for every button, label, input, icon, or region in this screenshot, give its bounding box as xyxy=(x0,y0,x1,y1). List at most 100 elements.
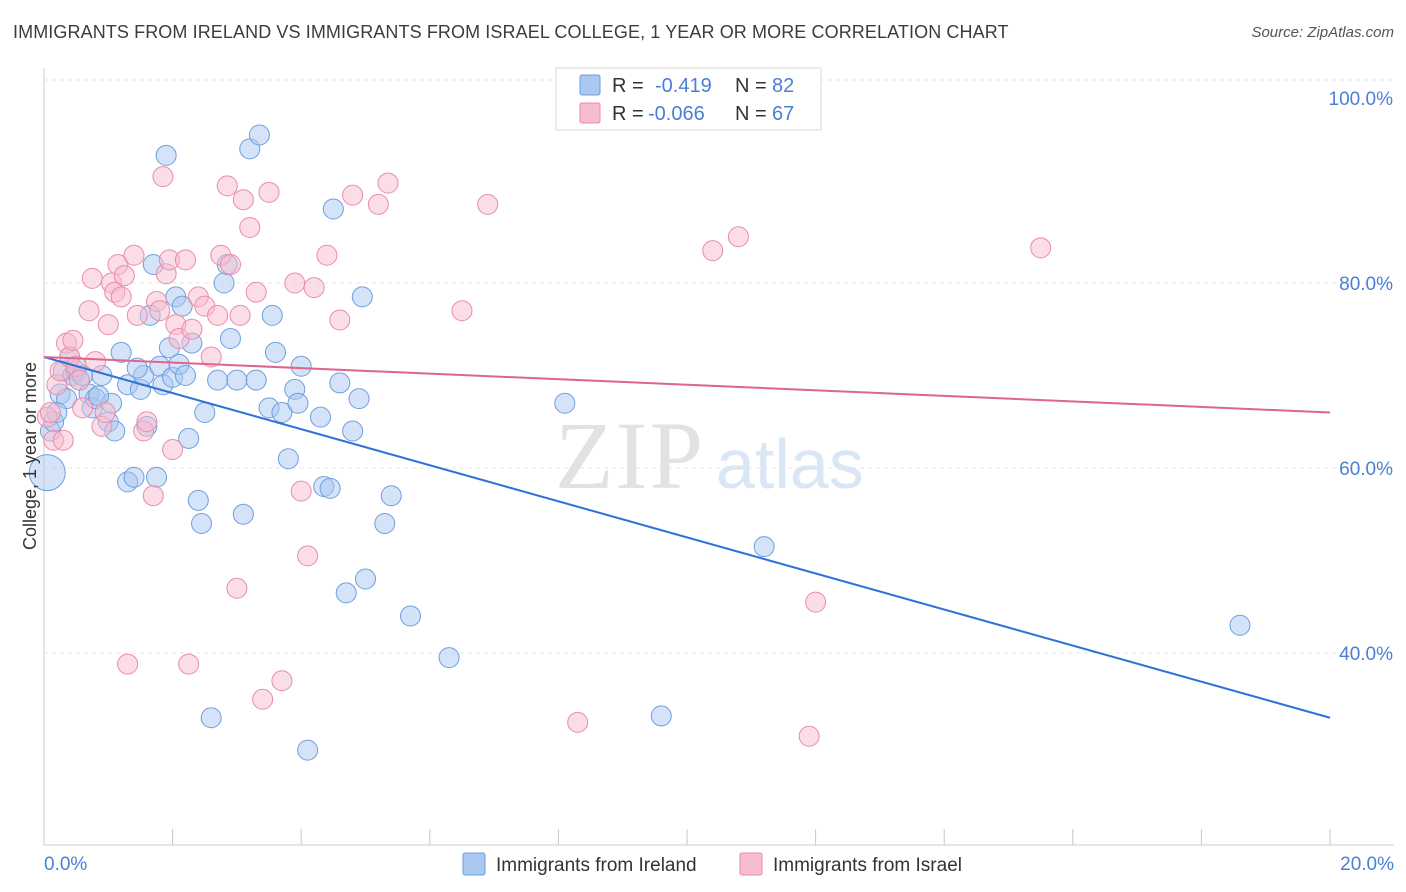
israel-point xyxy=(207,304,229,326)
israel-point xyxy=(123,244,145,266)
x-axis-ticks xyxy=(43,829,1331,845)
ireland-point xyxy=(1229,614,1251,636)
ireland-point xyxy=(554,392,576,414)
ireland-point xyxy=(322,198,344,220)
ireland-point xyxy=(650,705,672,727)
legend-swatch-israel xyxy=(739,852,763,876)
ireland-point xyxy=(335,582,357,604)
israel-point xyxy=(329,309,351,331)
israel-point xyxy=(232,189,254,211)
israel-point xyxy=(477,193,499,215)
ireland-point xyxy=(287,392,309,414)
israel-point xyxy=(451,300,473,322)
ireland-point xyxy=(126,357,148,379)
ireland-n-label: N = xyxy=(735,75,767,97)
israel-point xyxy=(200,346,222,368)
y-tick-labels: 40.0% 60.0% 80.0% 100.0% xyxy=(1329,89,1394,665)
ireland-point xyxy=(329,372,351,394)
ireland-point xyxy=(380,485,402,507)
israel-point xyxy=(258,181,280,203)
israel-point xyxy=(136,411,158,433)
israel-point xyxy=(284,272,306,294)
ireland-point xyxy=(261,304,283,326)
israel-point xyxy=(229,304,251,326)
israel-stat-swatch xyxy=(579,102,601,124)
israel-point xyxy=(113,265,135,287)
israel-point xyxy=(149,300,171,322)
israel-point xyxy=(297,545,319,567)
ireland-point xyxy=(248,124,270,146)
ireland-point xyxy=(28,454,66,492)
ireland-point xyxy=(174,365,196,386)
israel-point xyxy=(110,286,132,308)
israel-point xyxy=(252,688,274,710)
ireland-point xyxy=(319,477,341,499)
israel-point xyxy=(52,429,74,451)
ireland-point xyxy=(155,144,177,166)
ireland-point xyxy=(400,605,422,627)
ireland-point xyxy=(219,328,241,349)
israel-point xyxy=(152,166,174,188)
ireland-point xyxy=(178,427,200,449)
legend-swatch-ireland xyxy=(462,852,486,876)
israel-point xyxy=(702,240,724,262)
israel-point xyxy=(142,485,164,507)
israel-point xyxy=(162,439,184,460)
ireland-r-value: -0.419 xyxy=(655,75,712,97)
ireland-point xyxy=(213,272,235,294)
israel-point xyxy=(303,277,325,299)
x-tick-label-min: 0.0% xyxy=(44,854,87,875)
ireland-point xyxy=(123,466,145,488)
y-axis-title: College, 1 year or more xyxy=(20,362,40,550)
ireland-point xyxy=(171,295,193,317)
ireland-point xyxy=(348,388,370,410)
israel-point xyxy=(245,281,267,303)
ireland-point xyxy=(271,402,293,423)
ireland-point xyxy=(264,341,286,363)
watermark: ZIP atlas xyxy=(555,402,864,509)
source-credit: Source: ZipAtlas.com xyxy=(1251,24,1394,41)
ireland-r-label: R = xyxy=(612,75,644,97)
israel-point xyxy=(68,369,90,391)
israel-point xyxy=(174,249,196,271)
israel-point xyxy=(377,172,399,194)
ireland-point xyxy=(207,369,229,391)
ireland-point xyxy=(226,369,248,391)
israel-point xyxy=(126,304,148,326)
israel-point xyxy=(290,480,312,502)
trend-lines xyxy=(43,356,1331,719)
israel-point xyxy=(216,175,238,197)
ireland-point xyxy=(245,369,267,391)
ireland-point xyxy=(232,503,254,525)
israel-point xyxy=(226,577,248,599)
ireland-point xyxy=(355,568,376,590)
ireland-point xyxy=(342,420,364,442)
israel-point xyxy=(39,402,61,423)
israel-point xyxy=(72,397,94,419)
ireland-point xyxy=(194,402,216,423)
stats-legend: R = -0.419 N = 82 R = -0.066 N = 67 xyxy=(555,67,822,131)
y-tick-label-40: 40.0% xyxy=(1339,644,1393,665)
israel-point xyxy=(367,193,389,215)
ireland-point xyxy=(146,466,168,488)
israel-point xyxy=(1030,237,1052,259)
ireland-point xyxy=(753,536,775,558)
ireland-point xyxy=(200,707,222,729)
watermark-atlas: atlas xyxy=(716,425,864,503)
israel-point xyxy=(727,226,749,248)
israel-n-value: 67 xyxy=(772,103,794,125)
israel-point xyxy=(798,725,820,747)
ireland-point xyxy=(297,739,319,761)
ireland-stat-swatch xyxy=(579,74,601,96)
israel-n-label: N = xyxy=(735,103,767,125)
ireland-point xyxy=(110,341,132,363)
israel-point xyxy=(62,329,84,351)
israel-r-value: -0.066 xyxy=(648,103,705,125)
legend-label-israel: Immigrants from Israel xyxy=(773,855,962,876)
israel-point xyxy=(78,300,100,322)
israel-point xyxy=(316,244,338,266)
ireland-point xyxy=(290,355,312,377)
israel-r-label: R = xyxy=(612,103,644,125)
israel-point xyxy=(219,254,241,275)
